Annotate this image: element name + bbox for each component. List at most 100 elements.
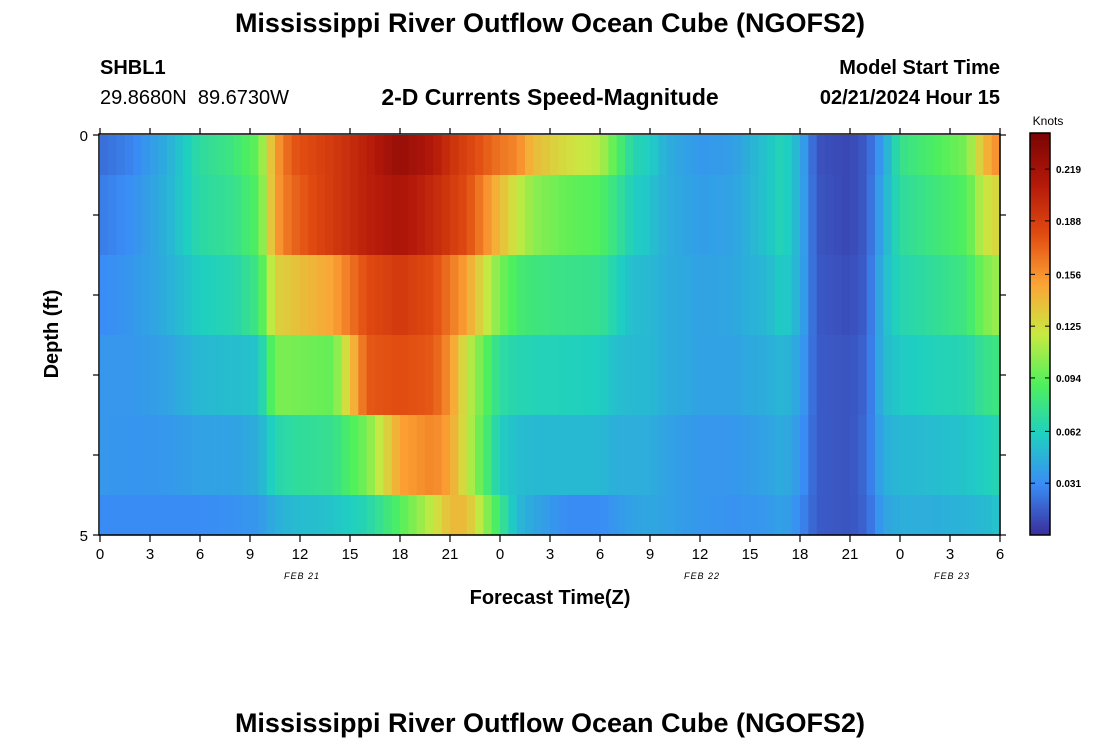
date-label: FEB 23	[934, 571, 970, 581]
heatmap-cell	[483, 255, 493, 336]
heatmap-cell	[891, 135, 901, 176]
heatmap-cell	[300, 255, 309, 336]
heatmap-cell	[533, 175, 543, 256]
heatmap-cell	[308, 495, 318, 536]
heatmap-cell	[475, 335, 484, 416]
heatmap-cell	[158, 335, 168, 416]
heatmap-cell	[100, 415, 109, 496]
heatmap-cell	[391, 135, 401, 176]
heatmap-cell	[583, 135, 593, 176]
heatmap-cell	[500, 255, 509, 336]
heatmap-cell	[933, 335, 943, 416]
heatmap-cell	[675, 415, 684, 496]
heatmap-cell	[875, 255, 884, 336]
heatmap-cell	[133, 255, 143, 336]
heatmap-cell	[483, 495, 493, 536]
heatmap-cell	[208, 495, 218, 536]
heatmap-cell	[425, 495, 434, 536]
heatmap-cell	[600, 415, 609, 496]
heatmap-cell	[625, 135, 634, 176]
heatmap-cell	[941, 135, 951, 176]
heatmap-cell	[258, 175, 268, 256]
heatmap-cell	[908, 175, 918, 256]
heatmap-cell	[183, 175, 193, 256]
heatmap-cell	[641, 175, 651, 256]
date-label: FEB 21	[284, 571, 320, 581]
heatmap-cell	[750, 135, 759, 176]
heatmap-cell	[716, 135, 726, 176]
heatmap-cell	[175, 135, 184, 176]
heatmap-cell	[691, 415, 701, 496]
heatmap-cell	[633, 335, 643, 416]
heatmap-cell	[883, 255, 893, 336]
heatmap-cell	[133, 335, 143, 416]
heatmap-cell	[916, 495, 926, 536]
heatmap-cell	[791, 175, 801, 256]
heatmap-cell	[150, 415, 159, 496]
heatmap-cell	[333, 495, 343, 536]
heatmap-cell	[383, 135, 393, 176]
heatmap-cell	[166, 175, 176, 256]
heatmap-cell	[558, 255, 568, 336]
heatmap-cell	[200, 175, 209, 256]
heatmap-cell	[141, 415, 151, 496]
heatmap-cell	[275, 335, 284, 416]
heatmap-cell	[266, 175, 276, 256]
heatmap-cell	[550, 135, 559, 176]
heatmap-cell	[583, 335, 593, 416]
heatmap-cell	[866, 135, 876, 176]
heatmap-cell	[341, 495, 351, 536]
heatmap-cell	[341, 335, 351, 416]
heatmap-cell	[325, 255, 334, 336]
heatmap-cell	[175, 415, 184, 496]
heatmap-cell	[991, 415, 1001, 496]
heatmap-cell	[641, 135, 651, 176]
heatmap-cell	[683, 255, 693, 336]
heatmap-cell	[700, 415, 709, 496]
heatmap-cell	[291, 335, 301, 416]
heatmap-cell	[400, 335, 409, 416]
heatmap-cell	[100, 335, 109, 416]
station-coordinates: 29.8680N 89.6730W	[100, 87, 290, 109]
heatmap-cell	[800, 415, 809, 496]
heatmap-cell	[608, 415, 618, 496]
heatmap-cell	[500, 335, 509, 416]
heatmap-cell	[358, 335, 368, 416]
heatmap-cell	[125, 135, 134, 176]
heatmap-cell	[683, 415, 693, 496]
heatmap-cell	[691, 175, 701, 256]
heatmap-cell	[533, 335, 543, 416]
heatmap-cell	[400, 415, 409, 496]
heatmap-cell	[841, 175, 851, 256]
heatmap-cell	[191, 135, 201, 176]
heatmap-cell	[433, 175, 443, 256]
heatmap-cell	[125, 175, 134, 256]
heatmap-cell	[708, 175, 718, 256]
heatmap-cell	[291, 175, 301, 256]
heatmap-cell	[758, 135, 768, 176]
heatmap-cell	[166, 495, 176, 536]
heatmap-cell	[916, 415, 926, 496]
heatmap-cell	[108, 415, 118, 496]
heatmap-cell	[241, 415, 251, 496]
chart-title: Mississippi River Outflow Ocean Cube (NG…	[234, 8, 866, 38]
heatmap-cell	[900, 175, 909, 256]
heatmap-cell	[608, 335, 618, 416]
heatmap-cell	[991, 335, 1001, 416]
heatmap-cell	[691, 255, 701, 336]
heatmap-cell	[583, 495, 593, 536]
heatmap-cell	[258, 255, 268, 336]
heatmap-cell	[675, 135, 684, 176]
colorbar-tick-label: 0.219	[1056, 165, 1081, 176]
heatmap-cell	[133, 495, 143, 536]
heatmap-cell	[925, 415, 934, 496]
heatmap-cell	[708, 415, 718, 496]
heatmap-cell	[658, 255, 668, 336]
heatmap-cell	[233, 335, 243, 416]
heatmap-cell	[200, 415, 209, 496]
heatmap-cell	[783, 335, 793, 416]
heatmap-cell	[716, 415, 726, 496]
heatmap-cell	[125, 255, 134, 336]
heatmap-cell	[600, 335, 609, 416]
heatmap-cell	[791, 135, 801, 176]
